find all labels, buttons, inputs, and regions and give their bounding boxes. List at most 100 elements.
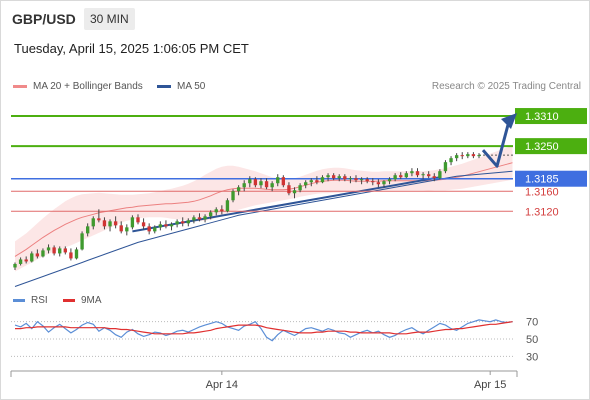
forecast-arrow — [481, 120, 511, 168]
candle-body — [169, 224, 174, 227]
candle-body — [348, 178, 353, 180]
candle-body — [315, 180, 319, 183]
candle-body — [438, 171, 442, 179]
level-tag-2 — [515, 170, 587, 187]
candle-body — [326, 175, 330, 178]
legend-rsi: RSI — [13, 295, 48, 306]
candle-body — [427, 174, 431, 177]
candle-body — [236, 187, 241, 192]
candle-body — [214, 209, 218, 213]
candle-body — [292, 190, 297, 194]
ma50-line — [14, 170, 513, 287]
candle-body — [281, 177, 286, 186]
candle-body — [460, 155, 464, 157]
candle-body — [85, 226, 90, 234]
research-credit: Research © 2025 Trading Central — [431, 81, 581, 92]
candle-body — [454, 155, 459, 159]
candle-body — [393, 175, 397, 180]
legend-ma50: MA 50 — [157, 81, 205, 93]
time-tick-label: Apr 14 — [206, 379, 238, 391]
candle-body — [421, 174, 425, 176]
legend-rsi-swatch — [13, 298, 25, 302]
candle-body — [376, 182, 381, 185]
time-tick-label: Apr 15 — [474, 379, 506, 391]
level-label-3: 1.3160 — [525, 186, 559, 198]
forecast-arrow-head — [501, 113, 517, 130]
level-label-0: 1.3310 — [525, 111, 559, 123]
candle-body — [69, 252, 73, 259]
candle-body — [410, 171, 414, 174]
rsi-tick-label: 30 — [526, 351, 538, 363]
candle-body — [337, 176, 341, 179]
candle-body — [208, 212, 213, 217]
legend-ma50-label: MA 50 — [177, 81, 206, 92]
legend-bb-label: MA 20 + Bollinger Bands — [33, 81, 143, 92]
candle-body — [354, 178, 358, 181]
candle-body — [477, 155, 481, 157]
candle-body — [80, 233, 84, 250]
candle-body — [359, 179, 364, 181]
rsi-tick-label: 50 — [526, 334, 538, 346]
candle-body — [141, 222, 146, 227]
candle-body — [331, 175, 336, 179]
candle-body — [58, 248, 62, 254]
candle-body — [125, 227, 129, 232]
candle-body — [220, 209, 224, 212]
candle-body — [242, 183, 246, 188]
legend-bb: MA 20 + Bollinger Bands — [13, 81, 143, 93]
candle-body — [63, 248, 67, 253]
candle-body — [41, 250, 45, 257]
candle-body — [97, 218, 101, 221]
legend-ma50-swatch — [157, 84, 171, 88]
level-tag-0 — [515, 108, 587, 125]
legend-bb-swatch — [13, 84, 27, 88]
level-label-2: 1.3185 — [525, 174, 559, 186]
legend-9ma: 9MA — [63, 295, 102, 306]
timeframe-badge[interactable]: 30 MIN — [84, 8, 135, 30]
candle-body — [466, 154, 470, 157]
rsi-9ma-line — [15, 321, 513, 335]
candle-body — [130, 217, 135, 228]
candle-body — [13, 263, 17, 268]
candle-body — [164, 224, 168, 227]
candle-body — [432, 176, 436, 179]
level-tag-1 — [515, 138, 587, 155]
candle-body — [298, 185, 302, 191]
symbol-label: GBP/USD — [12, 11, 76, 27]
candle-body — [231, 191, 235, 201]
legend-9ma-swatch — [63, 298, 75, 302]
candle-body — [309, 180, 313, 183]
candle-body — [175, 221, 179, 225]
candle-body — [399, 175, 403, 178]
candle-body — [270, 183, 274, 188]
candle-body — [415, 171, 420, 176]
candle-body — [18, 259, 23, 264]
candle-body — [113, 221, 118, 226]
candle-body — [259, 181, 263, 186]
level-label-4: 1.3120 — [525, 206, 559, 218]
candle-body — [343, 176, 347, 180]
rsi-tick-label: 70 — [526, 317, 538, 329]
candle-body — [225, 200, 230, 212]
chart-header: GBP/USD 30 MIN — [1, 1, 589, 35]
candle-body — [264, 181, 269, 188]
candle-body — [287, 185, 291, 194]
candle-body — [387, 179, 392, 182]
candle-body — [147, 226, 151, 232]
candle-body — [24, 259, 28, 262]
candle-body — [365, 179, 369, 182]
candle-body — [74, 249, 79, 259]
legend-9ma-label: 9MA — [81, 295, 102, 306]
level-label-1: 1.3250 — [525, 141, 559, 153]
candle-body — [153, 227, 157, 232]
candle-body — [186, 220, 190, 224]
candle-body — [181, 221, 185, 224]
candle-body — [253, 179, 258, 186]
candle-body — [119, 225, 123, 232]
candle-body — [158, 224, 163, 228]
candle-body — [443, 162, 448, 172]
legend-rsi-label: RSI — [31, 295, 48, 306]
candle-body — [276, 177, 280, 184]
candle-body — [136, 217, 140, 223]
